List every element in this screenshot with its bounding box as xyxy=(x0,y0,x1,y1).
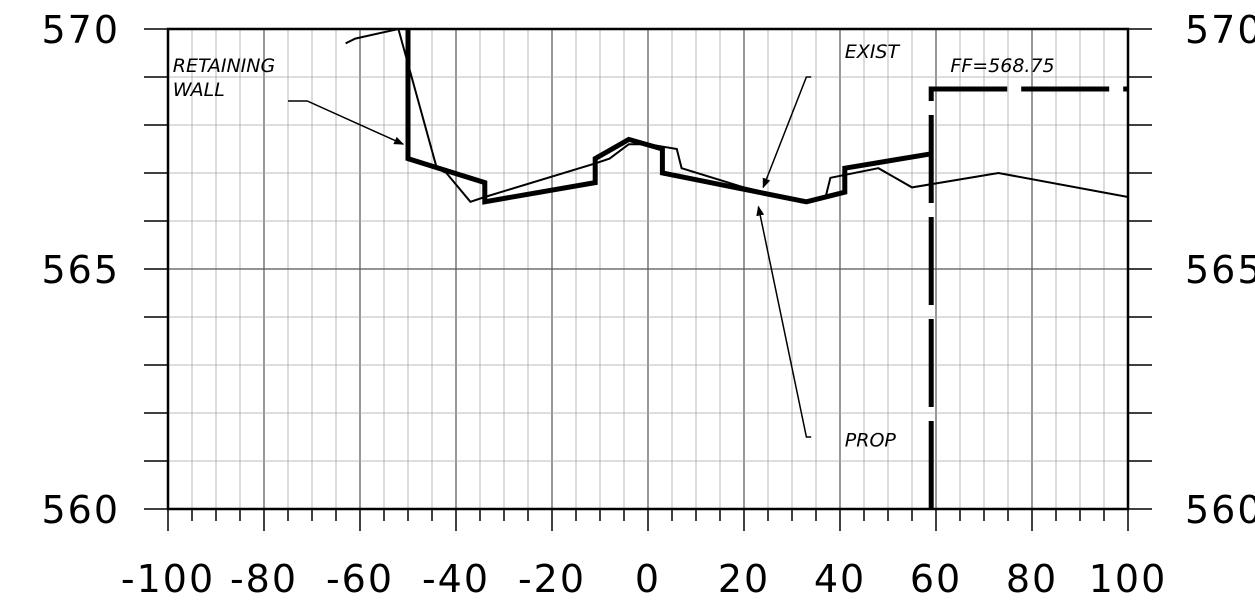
plot-frame xyxy=(144,27,1152,531)
leader-line xyxy=(756,205,812,438)
grid xyxy=(167,28,1129,510)
x-tick-label: 100 xyxy=(1089,557,1168,601)
series-line-prop xyxy=(405,29,932,205)
x-tick-label: 0 xyxy=(635,557,661,601)
y-tick-label-right: 560 xyxy=(1185,488,1255,532)
x-tick-label: -80 xyxy=(230,557,298,601)
x-tick-label: -60 xyxy=(326,557,394,601)
x-tick-label: 80 xyxy=(1006,557,1058,601)
label-group: -100 -80 -60 -40 -20 0 20 40 60 80 100 560 560 565 565… xyxy=(41,8,1255,601)
x-tick-label: 20 xyxy=(718,557,770,601)
leader-line xyxy=(762,76,812,189)
annotation-label: RETAINING xyxy=(173,55,275,77)
x-tick-label: -40 xyxy=(422,557,490,601)
x-tick-label: -100 xyxy=(121,557,215,601)
y-tick-label-left: 570 xyxy=(41,8,120,52)
y-tick-label-left: 565 xyxy=(41,248,120,292)
y-tick-label-left: 560 xyxy=(41,488,120,532)
x-tick-label: 40 xyxy=(814,557,866,601)
series-line-ff-outline xyxy=(928,86,1128,509)
annotation-label: EXIST xyxy=(845,41,901,63)
leader-group xyxy=(288,76,812,438)
x-tick-label: -20 xyxy=(518,557,586,601)
annotation-label: PROP xyxy=(845,430,897,452)
y-tick-label-right: 570 xyxy=(1185,8,1255,52)
annotation-label: FF=568.75 xyxy=(950,55,1054,77)
series-group xyxy=(345,27,1129,509)
annotation-label: WALL xyxy=(173,79,225,101)
leader-line xyxy=(288,100,405,145)
x-tick-label: 60 xyxy=(910,557,962,601)
y-tick-label-right: 565 xyxy=(1185,248,1255,292)
